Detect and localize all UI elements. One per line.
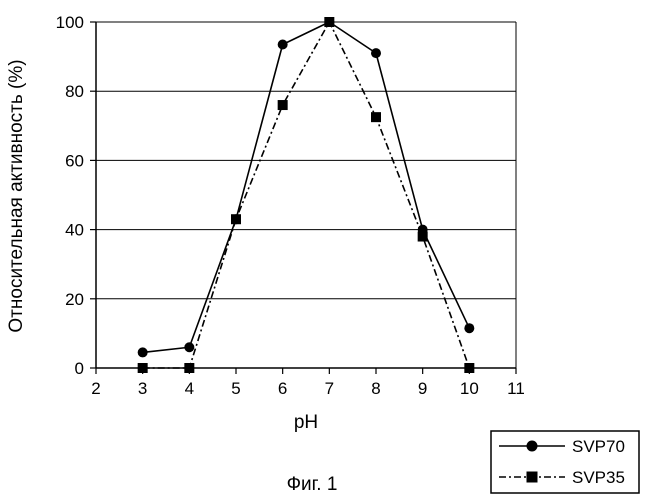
legend-label-svp35: SVP35 [572,468,625,487]
x-tick-label: 10 [460,379,479,398]
gridlines [96,22,516,299]
x-tick-label: 7 [325,379,334,398]
legend: SVP70 SVP35 [491,431,639,493]
y-tick-label: 100 [56,13,84,32]
x-tick-label: 6 [278,379,287,398]
x-axis-title: pH [294,412,318,433]
y-axis-title: Относительная активность (%) [6,59,27,332]
x-tick-label: 9 [418,379,427,398]
legend-label-svp70: SVP70 [572,437,625,456]
legend-marker-svp70 [527,441,538,452]
data-point-svp70 [278,39,288,49]
series-svp35 [138,17,475,373]
data-point-svp35 [371,112,381,122]
data-point-svp35 [464,363,474,373]
data-point-svp35 [324,17,334,27]
data-point-svp35 [184,363,194,373]
data-point-svp35 [138,363,148,373]
x-tick-label: 11 [507,379,525,398]
axes [90,22,516,374]
data-point-svp35 [278,100,288,110]
data-point-svp35 [231,214,241,224]
figure-caption: Фиг. 1 [287,474,338,495]
x-tick-label: 2 [91,379,100,398]
y-tick-label: 60 [65,151,84,170]
data-point-svp70 [371,48,381,58]
data-point-svp70 [464,323,474,333]
y-tick-label: 40 [65,221,84,240]
data-point-svp35 [418,232,428,242]
legend-marker-svp35 [527,472,538,483]
x-tick-label: 5 [231,379,240,398]
data-point-svp70 [138,347,148,357]
y-tick-label: 0 [75,359,84,378]
series-svp70 [138,17,475,357]
data-point-svp70 [184,342,194,352]
x-tick-label: 3 [138,379,147,398]
tick-labels: 2 3 4 5 6 7 8 9 10 11 0 20 40 60 80 100 [56,13,525,398]
x-tick-label: 4 [185,379,194,398]
series-line-svp70 [143,22,470,352]
y-tick-label: 80 [65,82,84,101]
y-tick-label: 20 [65,290,84,309]
series-line-svp35 [143,22,470,368]
x-tick-label: 8 [371,379,380,398]
series [138,17,475,373]
